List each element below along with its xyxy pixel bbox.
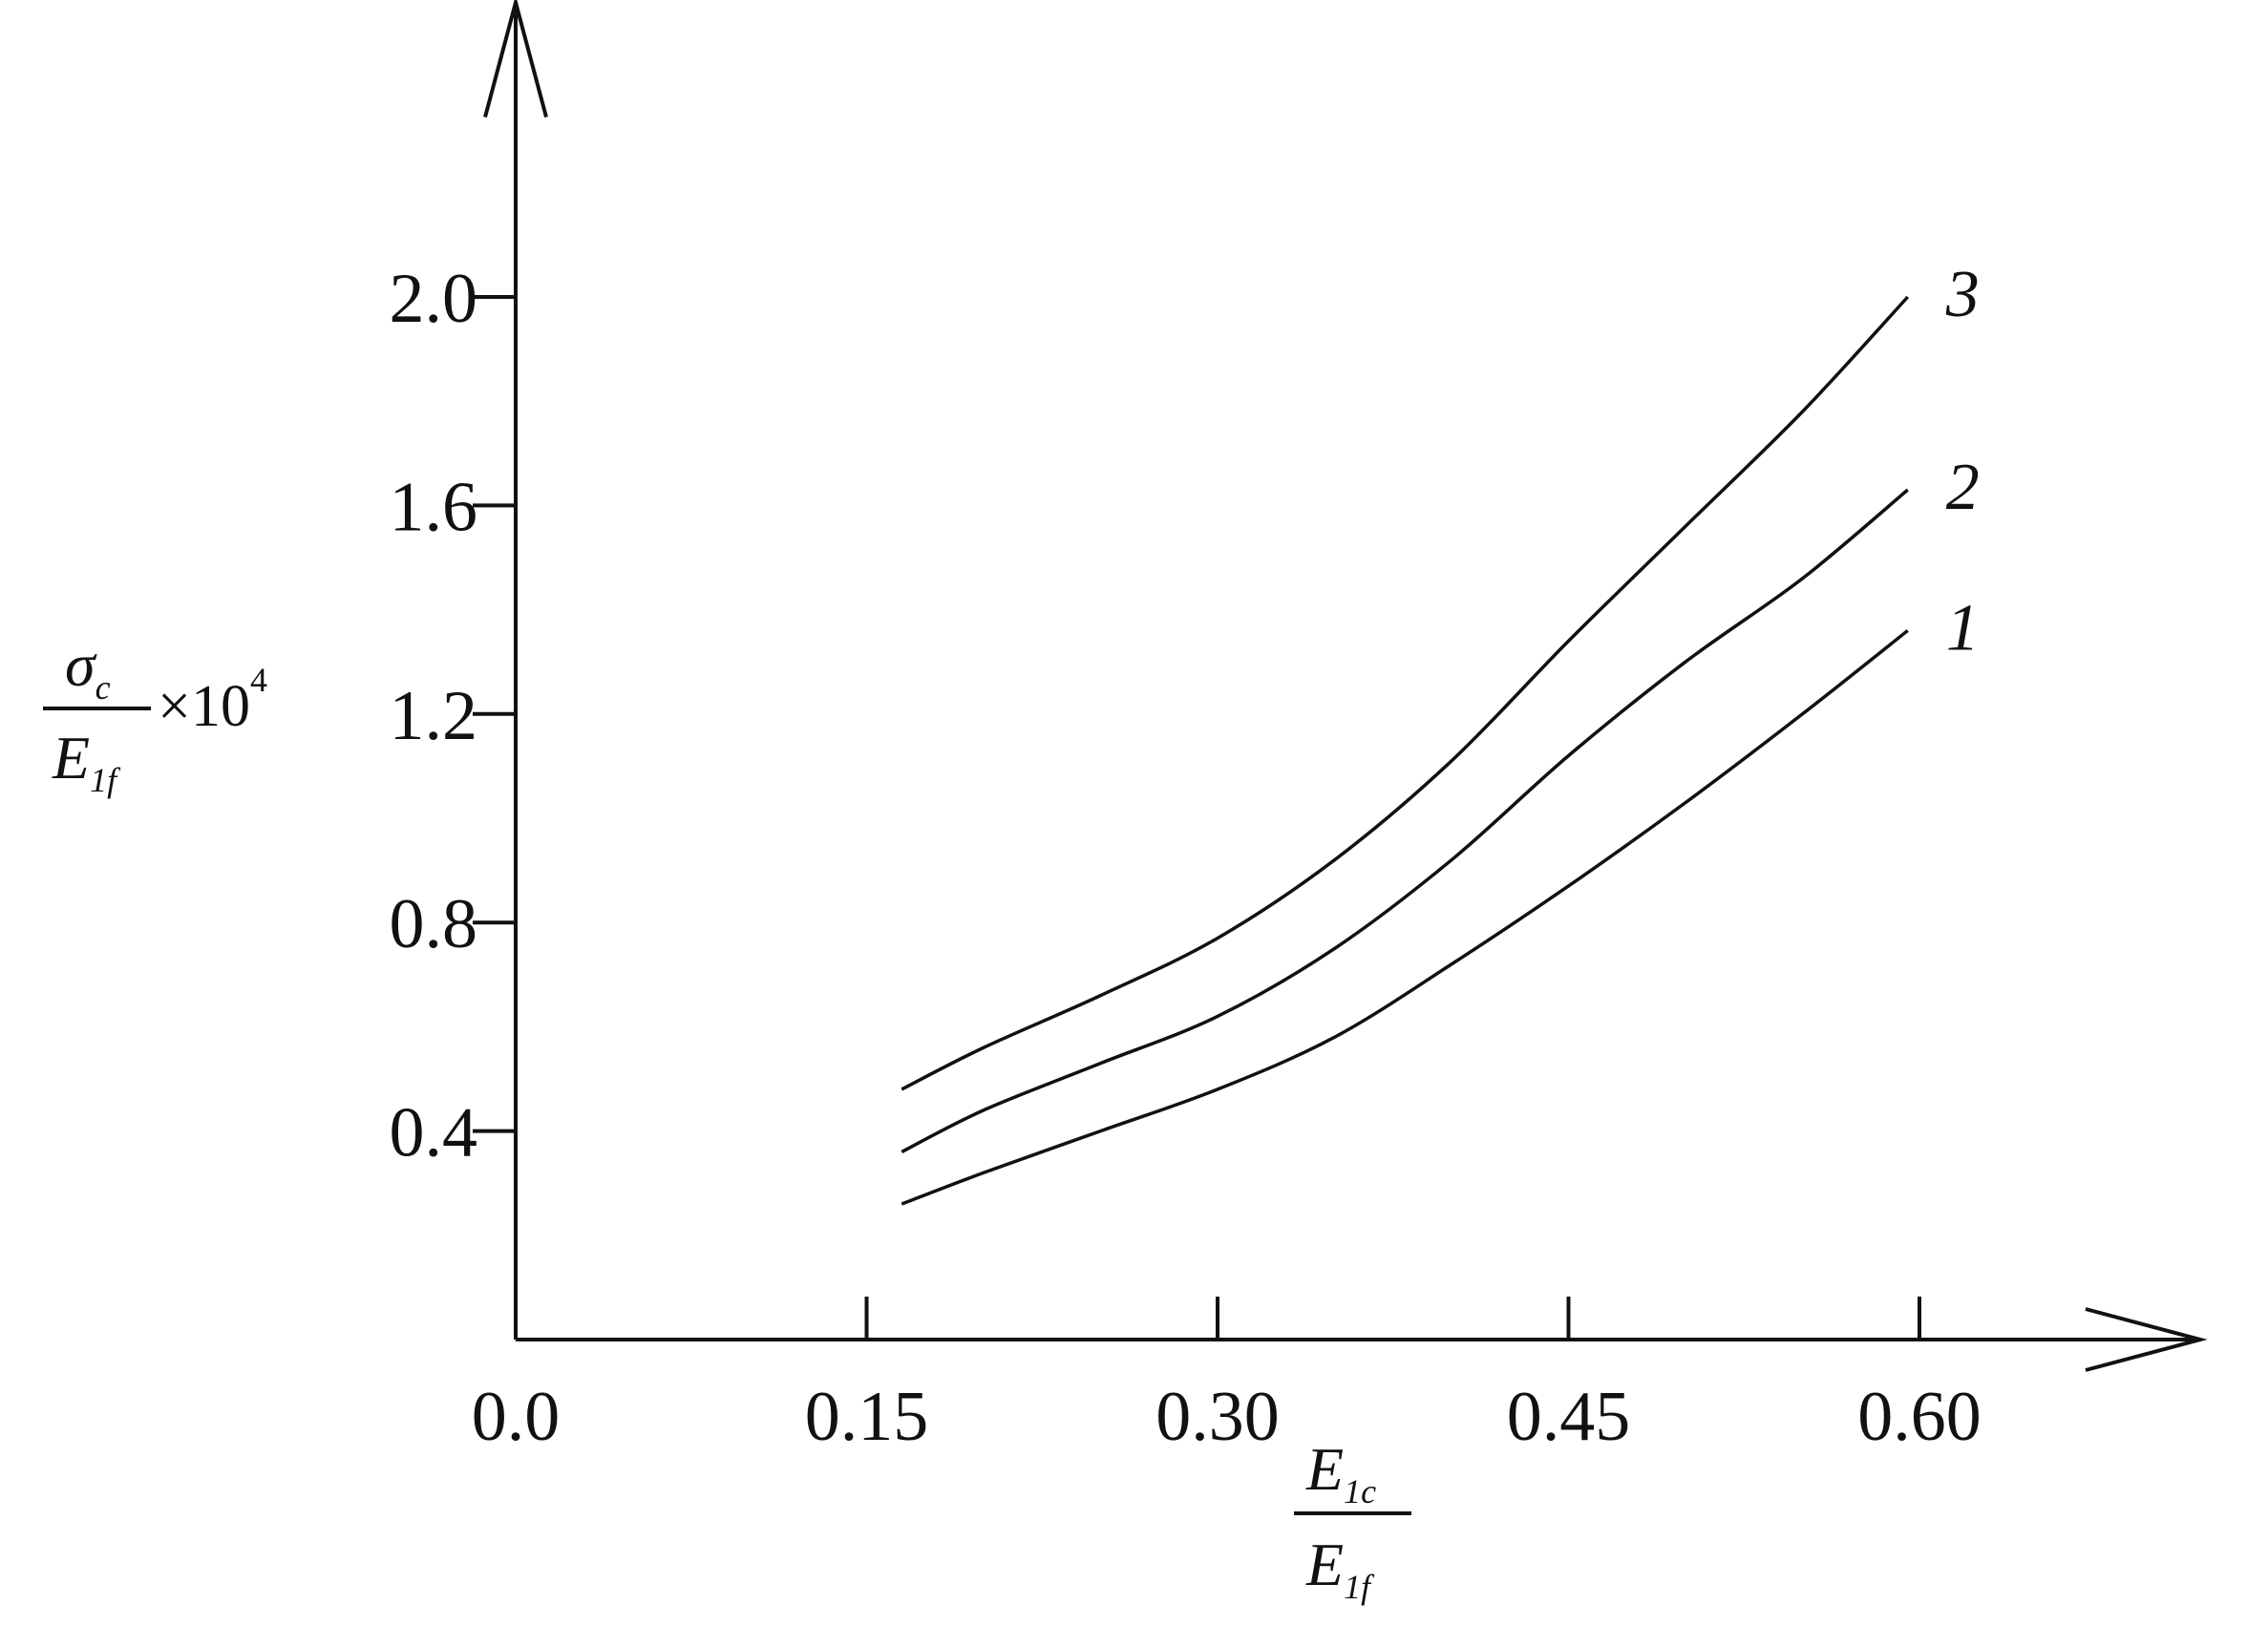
y-tick-label: 1.2	[390, 677, 478, 755]
curves	[901, 295, 1910, 1206]
y-tick-label: 2.0	[390, 260, 478, 338]
axes	[483, 0, 2208, 1372]
y-tick-label: 1.6	[390, 468, 478, 546]
y-tick-label: 0.4	[390, 1094, 478, 1172]
x-axis-ticks: 0.0 0.15 0.30 0.45 0.60	[472, 1297, 1982, 1456]
y-axis-label: σc E1f ×104	[43, 631, 267, 799]
y-axis-arrowhead	[483, 0, 548, 118]
y-label-num: σc	[65, 631, 111, 707]
curve-2	[901, 488, 1909, 1153]
curve-labels: 1 2 3	[1945, 258, 1980, 665]
curve-1	[901, 629, 1909, 1206]
x-tick-label: 0.45	[1507, 1378, 1631, 1456]
x-tick-label: 0.0	[472, 1378, 561, 1456]
curve-label-2: 2	[1946, 451, 1980, 524]
x-label-den: E1f	[1305, 1531, 1375, 1606]
y-tick-label: 0.8	[390, 885, 478, 963]
y-label-multiplier: ×104	[158, 661, 267, 739]
x-label-num: E1c	[1305, 1435, 1376, 1510]
x-tick-label: 0.60	[1857, 1378, 1982, 1456]
curve-3	[901, 295, 1910, 1091]
y-label-den: E1f	[52, 724, 121, 799]
curve-label-3: 3	[1945, 258, 1980, 331]
x-axis-arrowhead	[2085, 1307, 2208, 1372]
x-tick-label: 0.30	[1155, 1378, 1280, 1456]
y-axis-ticks: 0.4 0.8 1.2 1.6 2.0	[390, 260, 516, 1172]
curve-label-1: 1	[1946, 591, 1980, 665]
x-tick-label: 0.15	[805, 1378, 929, 1456]
x-axis-label: E1c E1f	[1294, 1435, 1411, 1606]
